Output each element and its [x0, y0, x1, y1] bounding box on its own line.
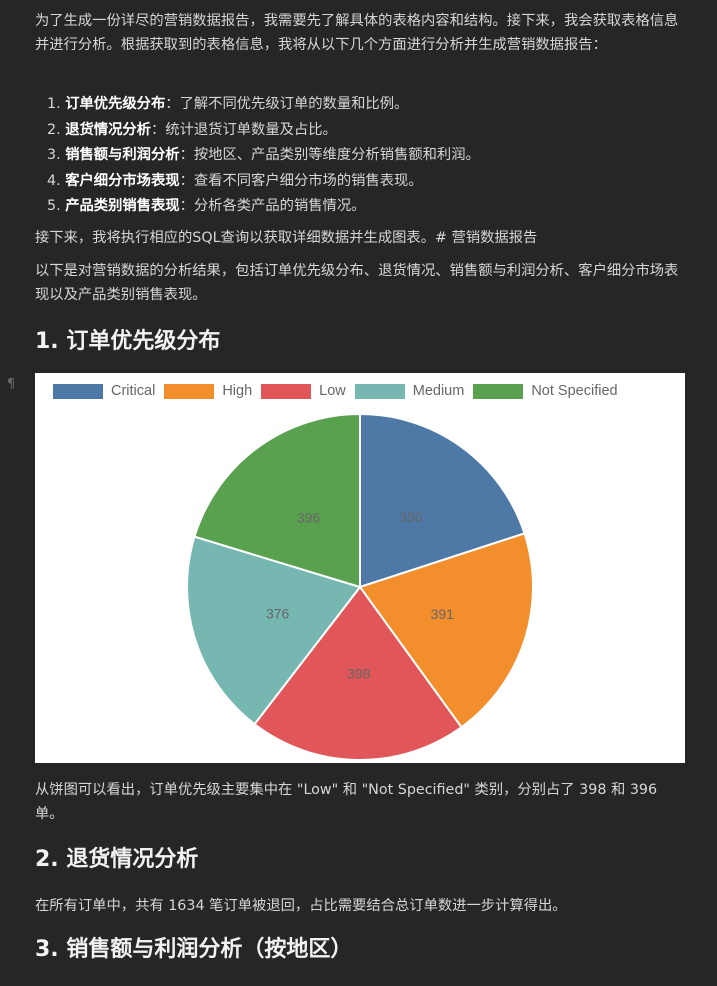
legend-label: High [222, 383, 253, 399]
legend-swatch [261, 383, 312, 399]
legend-item-not-specified[interactable]: Not Specified [473, 383, 618, 399]
list-item-number: 3. [47, 147, 61, 163]
pie-slice-critical[interactable] [359, 412, 526, 589]
list-item-title: 产品类别销售表现 [65, 198, 180, 214]
list-item-text: ：查看不同客户细分市场的销售表现。 [179, 172, 423, 189]
legend-swatch [164, 383, 215, 399]
pie-svg: 390 391 398 376 396 [186, 412, 534, 761]
pie-value-label: 376 [266, 605, 290, 621]
returns-paragraph: 在所有订单中，共有 1634 笔订单被退回，占比需要结合总订单数进一步计算得出。 [35, 898, 567, 914]
list-item-title: 退货情况分析 [65, 121, 151, 138]
list-item-text: ：分析各类产品的销售情况。 [179, 198, 366, 214]
list-item-text: ：了解不同优先级订单的数量和比例。 [165, 96, 409, 112]
section-heading-returns: 2. 退货情况分析 [35, 847, 199, 872]
pie-slice-high[interactable] [358, 532, 534, 729]
list-item-text: ：统计退货订单数量及占比。 [150, 121, 337, 138]
legend-item-low[interactable]: Low [261, 383, 346, 399]
list-item-text: ：按地区、产品类别等维度分析销售额和利润。 [179, 147, 480, 163]
legend-swatch [354, 383, 405, 399]
legend-label: Not Specified [531, 383, 618, 399]
legend-swatch [53, 383, 103, 399]
pie-slice-not-specified[interactable] [193, 412, 361, 589]
legend-swatch [473, 383, 524, 399]
intro-paragraph: 为了生成一份详尽的营销数据报告，我需要先了解具体的表格内容和结构。接下来，我会获… [35, 13, 679, 53]
legend-label: Low [319, 383, 346, 399]
section-heading-sales-profit: 3. 销售额与利润分析（按地区） [35, 937, 353, 962]
pie-value-label: 396 [297, 509, 321, 525]
pie-value-label: 398 [347, 665, 371, 681]
chart-conclusion: 从饼图可以看出，订单优先级主要集中在 "Low" 和 "Not Specifie… [35, 782, 658, 822]
list-item: 1. 订单优先级分布：了解不同优先级订单的数量和比例。 [47, 92, 480, 118]
list-item: 5. 产品类别销售表现：分析各类产品的销售情况。 [47, 194, 480, 220]
list-item-title: 销售额与利润分析 [65, 147, 180, 163]
summary-paragraph: 以下是对营销数据的分析结果，包括订单优先级分布、退货情况、销售额与利润分析、客户… [35, 263, 679, 303]
legend-label: Critical [111, 383, 156, 399]
section-heading-priority: 1. 订单优先级分布 [35, 329, 221, 354]
list-item: 2. 退货情况分析：统计退货订单数量及占比。 [47, 118, 480, 144]
legend-item-critical[interactable]: Critical [53, 383, 155, 399]
pie-slice-medium[interactable] [186, 535, 362, 726]
list-item-title: 客户细分市场表现 [65, 172, 180, 189]
pilcrow-marker: ¶ [7, 377, 16, 392]
list-item-title: 订单优先级分布 [65, 96, 166, 112]
analysis-list: 1. 订单优先级分布：了解不同优先级订单的数量和比例。 2. 退货情况分析：统计… [47, 92, 480, 220]
sql-paragraph: 接下来，我将执行相应的SQL查询以获取详细数据并生成图表。# 营销数据报告 [35, 230, 538, 246]
list-item: 3. 销售额与利润分析：按地区、产品类别等维度分析销售额和利润。 [47, 143, 480, 169]
list-item-number: 1. [47, 96, 61, 112]
list-item-number: 5. [47, 198, 61, 214]
pie-value-label: 390 [399, 509, 423, 525]
list-item-number: 2. [47, 121, 61, 138]
list-item-number: 4. [47, 172, 61, 189]
chart-legend: Critical High Low Medium Not Specified [53, 383, 627, 399]
pie-value-label: 391 [431, 606, 455, 622]
list-item: 4. 客户细分市场表现：查看不同客户细分市场的销售表现。 [47, 169, 480, 195]
pie-slice-low[interactable] [253, 585, 463, 761]
legend-item-high[interactable]: High [164, 383, 252, 399]
legend-label: Medium [412, 383, 465, 399]
legend-item-medium[interactable]: Medium [354, 383, 465, 399]
priority-pie-chart: Critical High Low Medium Not Specified 390 39… [35, 373, 685, 763]
